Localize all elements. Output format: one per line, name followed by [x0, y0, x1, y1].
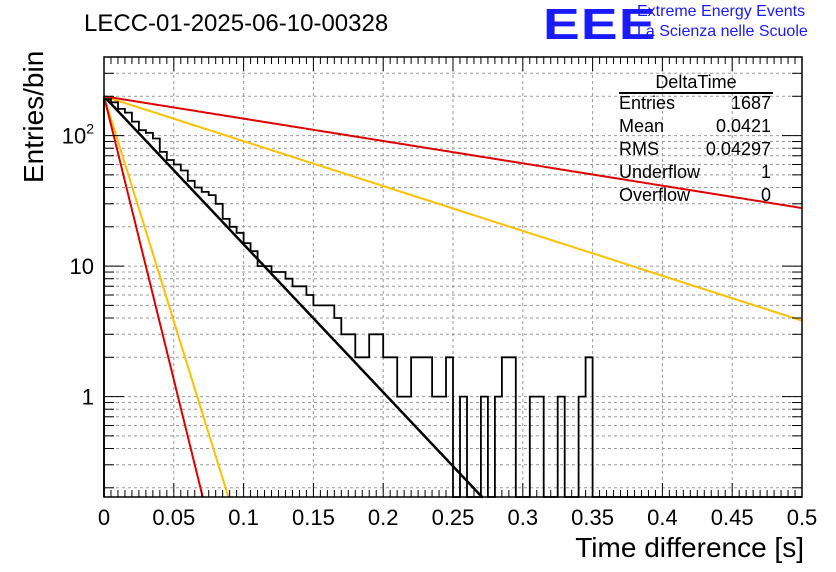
tick-labels: 0 0.05 0.1 0.15 0.2 0.25 0.3 0.35 0.4 0.45 0.51101… — [62, 121, 818, 530]
x-tick-label: 0 — [98, 505, 110, 530]
stats-row-entries: Entries 1687 — [619, 93, 771, 115]
x-tick-label: 0.05 — [152, 505, 195, 530]
y-axis-label: Entries/bin — [18, 50, 49, 183]
stats-key: Mean — [619, 116, 665, 136]
plot-title: LECC-01-2025-06-10-00328 — [84, 10, 389, 37]
fit-curve-2 — [103, 95, 803, 209]
logo-line-1: Extreme Energy Events — [637, 3, 806, 20]
x-tick-label: 0.15 — [292, 505, 335, 530]
stats-row-rms: RMS 0.04297 — [619, 139, 771, 161]
stats-row-underflow: Underflow 1 — [619, 162, 771, 184]
y-tick-label: 10 — [70, 254, 94, 279]
stats-title: DeltaTime — [655, 72, 737, 92]
stats-row-mean: Mean 0.0421 — [619, 116, 771, 138]
stats-value: 1 — [760, 162, 771, 182]
x-tick-label: 0.5 — [787, 505, 818, 530]
fit-curve-1 — [103, 95, 803, 322]
fit-curve-4 — [103, 96, 204, 498]
stats-key: Entries — [619, 93, 676, 113]
stats-key: Underflow — [619, 162, 701, 182]
y-tick-label: 102 — [62, 121, 94, 149]
stats-key: RMS — [619, 139, 659, 159]
stats-key: Overflow — [619, 185, 691, 205]
x-tick-label: 0.1 — [228, 505, 259, 530]
x-tick-label: 0.4 — [647, 505, 678, 530]
x-axis-label: Time difference [s] — [575, 532, 804, 563]
stats-value: 0.0421 — [715, 116, 771, 136]
y-tick-exponent: 2 — [86, 121, 94, 137]
axis-ticks — [103, 57, 803, 497]
stats-divider — [619, 92, 773, 94]
stats-value: 0 — [760, 185, 771, 205]
fit-curve-0 — [103, 95, 484, 499]
x-tick-label: 0.2 — [368, 505, 399, 530]
y-tick-label: 1 — [82, 385, 94, 410]
x-tick-label: 0.3 — [508, 505, 539, 530]
stats-value: 0.04297 — [705, 139, 771, 159]
stats-box: DeltaTime Entries 1687 Mean 0.0421 RMS 0… — [613, 70, 779, 208]
fit-curves — [103, 95, 803, 499]
x-tick-label: 0.45 — [711, 505, 754, 530]
x-tick-label: 0.25 — [432, 505, 475, 530]
stats-value: 1687 — [730, 93, 771, 113]
eee-logo-mark: EEE — [543, 0, 657, 49]
logo-line-2: La Scienza nelle Scuole — [637, 23, 808, 40]
fit-curve-3 — [103, 95, 230, 498]
stats-row-overflow: Overflow 0 — [619, 185, 771, 207]
x-tick-label: 0.35 — [571, 505, 614, 530]
